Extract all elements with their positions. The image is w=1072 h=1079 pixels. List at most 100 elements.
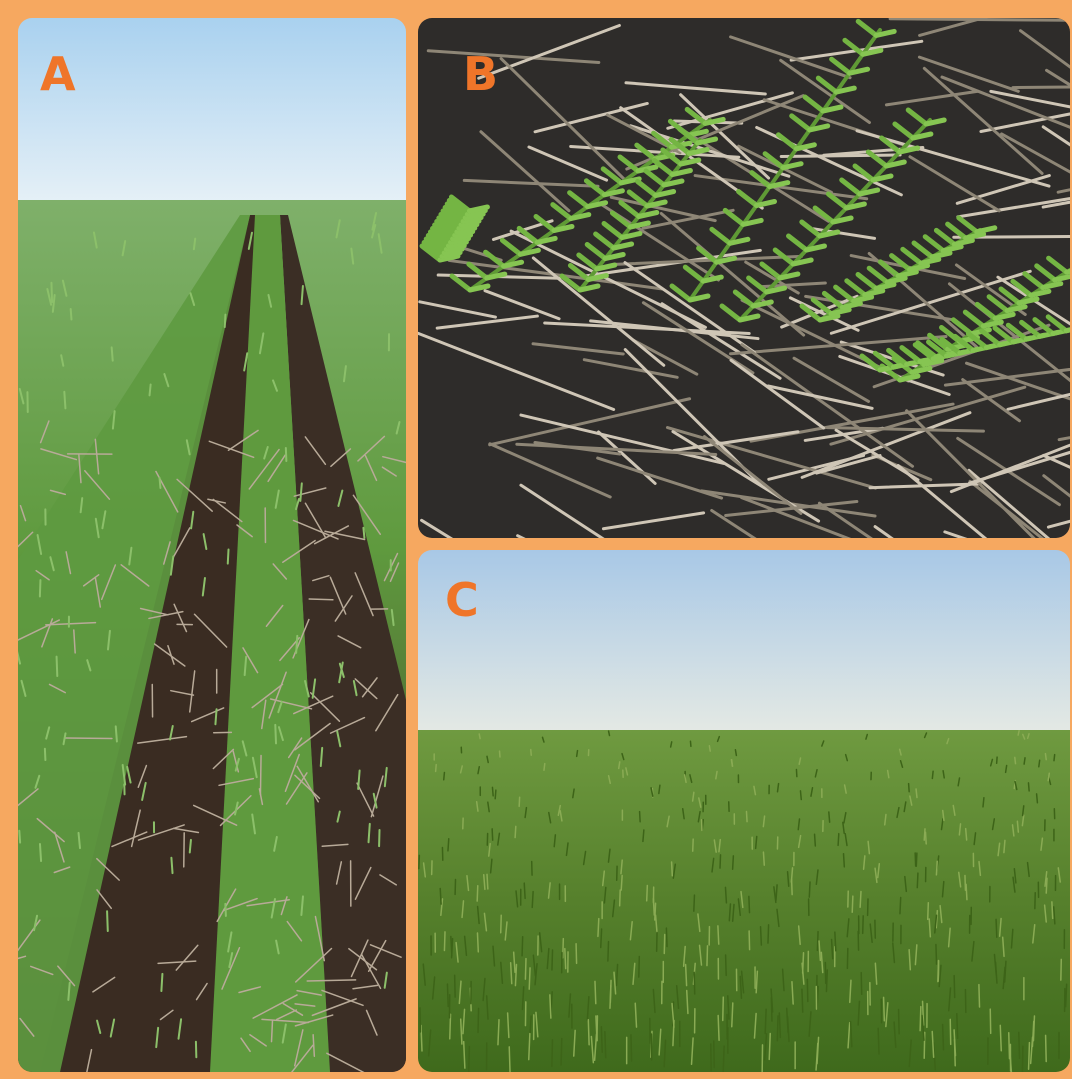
- straw-piece: [375, 693, 399, 732]
- straw-piece: [382, 455, 406, 464]
- plant: [491, 828, 494, 841]
- plant: [482, 873, 486, 891]
- straw-piece: [1019, 29, 1070, 115]
- plant: [946, 737, 950, 745]
- leaf: [594, 262, 618, 272]
- leaf: [922, 234, 946, 254]
- leaf: [842, 37, 866, 57]
- plant: [923, 828, 926, 841]
- plant: [1051, 901, 1054, 920]
- plant: [467, 1045, 471, 1072]
- plant: [514, 963, 518, 987]
- plant: [731, 903, 735, 922]
- plant: [869, 923, 873, 944]
- plant: [786, 1015, 790, 1043]
- plant: [494, 789, 497, 800]
- plant: [857, 1000, 861, 1026]
- plant: [797, 925, 801, 946]
- straw-piece: [531, 342, 625, 356]
- straw-piece: [435, 314, 539, 330]
- straw-piece: [364, 454, 378, 482]
- plant: [978, 983, 981, 1008]
- plant: [621, 752, 625, 761]
- plant: [666, 815, 670, 828]
- straw-piece: [426, 49, 601, 64]
- plant: [941, 809, 945, 822]
- plant: [844, 833, 848, 847]
- leaf: [685, 128, 709, 138]
- plant: [482, 977, 486, 1002]
- leaf: [653, 189, 677, 198]
- sky: [418, 550, 1070, 732]
- plant: [958, 823, 962, 836]
- sky: [18, 18, 406, 208]
- leaf: [241, 740, 248, 757]
- plant: [620, 874, 623, 891]
- straw-piece: [311, 998, 357, 1017]
- leaf: [963, 231, 987, 241]
- leaf: [860, 47, 884, 57]
- plant: [1043, 904, 1047, 923]
- plant: [808, 1011, 812, 1038]
- leaf: [634, 142, 658, 162]
- leaf: [440, 208, 464, 228]
- plant: [1003, 839, 1006, 854]
- plant: [896, 806, 900, 819]
- plant: [483, 912, 488, 932]
- leaf: [980, 319, 1004, 329]
- plant: [1021, 805, 1025, 817]
- straw-piece: [294, 1003, 316, 1007]
- straw-piece: [729, 35, 852, 80]
- leaf: [923, 117, 947, 127]
- straw-piece: [499, 57, 627, 182]
- leaf: [722, 207, 746, 227]
- plant: [562, 937, 565, 959]
- straw-piece: [527, 145, 609, 182]
- leaf: [436, 215, 460, 235]
- leaf: [974, 225, 998, 235]
- straw-piece: [261, 1018, 310, 1024]
- straw-piece: [917, 55, 1020, 93]
- plant: [737, 898, 742, 917]
- plant: [447, 838, 450, 852]
- plant: [867, 840, 871, 855]
- leaf: [912, 342, 936, 362]
- leaf: [786, 233, 809, 253]
- straw-piece: [167, 645, 175, 665]
- plant: [478, 733, 481, 740]
- plant: [689, 774, 693, 784]
- plant: [923, 1031, 926, 1059]
- plant: [914, 944, 918, 966]
- straw-piece: [293, 695, 334, 715]
- leaf: [92, 231, 98, 249]
- straw-piece: [825, 426, 985, 433]
- straw-piece: [596, 456, 724, 500]
- leaf: [190, 510, 195, 530]
- leaf: [737, 313, 761, 323]
- straw-piece: [269, 698, 313, 710]
- leaf: [686, 147, 710, 156]
- leaf: [684, 106, 708, 126]
- plant: [799, 790, 803, 801]
- leaf: [852, 163, 876, 183]
- straw-piece: [964, 361, 1070, 401]
- plant: [715, 770, 718, 780]
- straw-piece: [354, 678, 378, 700]
- straw-piece: [1041, 453, 1070, 526]
- straw-piece: [515, 442, 718, 456]
- leaf: [817, 313, 841, 323]
- plant: [675, 984, 680, 1010]
- plant: [776, 908, 780, 928]
- plant: [609, 979, 612, 1004]
- straw-piece: [304, 436, 327, 466]
- leaf: [462, 211, 486, 221]
- plant: [698, 944, 703, 966]
- leaf: [929, 250, 953, 260]
- plant: [931, 770, 934, 780]
- plant: [842, 821, 845, 835]
- leaf: [746, 275, 770, 295]
- leaf: [277, 700, 283, 714]
- plant: [885, 1002, 889, 1028]
- plant: [693, 894, 696, 912]
- leaf: [337, 489, 344, 507]
